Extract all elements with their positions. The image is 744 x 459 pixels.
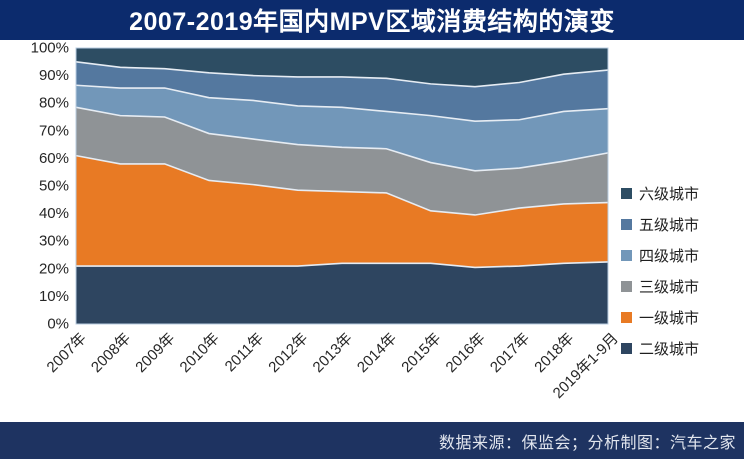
legend-swatch-tier-2 <box>621 343 632 354</box>
band-boundary-tier-3 <box>75 106 609 172</box>
y-tick-label: 30% <box>39 233 69 250</box>
source-text: 数据来源：保监会；分析制图：汽车之家 <box>438 434 736 452</box>
x-tick-label: 2011年 <box>222 330 267 375</box>
x-tick-label: 2013年 <box>310 330 356 376</box>
x-tick-label: 2012年 <box>265 330 311 376</box>
area-tier-6 <box>76 48 608 87</box>
y-tick-label: 20% <box>39 260 69 277</box>
band-boundary-tier-2 <box>76 261 609 269</box>
area-tier-4 <box>76 85 608 171</box>
legend-label: 六级城市 <box>639 186 700 203</box>
x-tick-label: 2010年 <box>177 330 223 376</box>
legend-item-tier-2: 二级城市 <box>621 336 741 361</box>
x-tick-label: 2015年 <box>398 330 444 376</box>
plot-border <box>75 47 609 325</box>
legend-label: 二级城市 <box>639 341 700 358</box>
area-tier-5 <box>76 61 608 122</box>
legend-item-tier-3: 三级城市 <box>621 274 741 299</box>
legend-swatch-tier-3 <box>621 281 632 292</box>
legend-item-tier-1: 一级城市 <box>621 305 741 330</box>
y-tick-label: 0% <box>47 316 69 333</box>
legend-swatch-tier-4 <box>621 250 632 261</box>
x-tick-label: 2007年 <box>44 330 90 376</box>
x-tick-label: 2008年 <box>88 330 134 376</box>
x-tick-label: 2017年 <box>487 330 533 376</box>
legend-swatch-tier-6 <box>621 188 632 199</box>
title-bar: 2007-2019年国内MPV区域消费结构的演变 <box>0 0 744 40</box>
y-tick-label: 70% <box>39 122 69 139</box>
y-tick-label: 90% <box>39 67 69 84</box>
legend-item-tier-4: 四级城市 <box>621 243 741 268</box>
y-tick-label: 80% <box>39 95 69 112</box>
x-tick-label: 2016年 <box>443 330 489 376</box>
chart-legend: 六级城市五级城市四级城市三级城市一级城市二级城市 <box>621 181 741 367</box>
legend-swatch-tier-5 <box>621 219 632 230</box>
legend-label: 一级城市 <box>639 310 700 327</box>
chart-title: 2007-2019年国内MPV区域消费结构的演变 <box>129 8 615 36</box>
legend-item-tier-5: 五级城市 <box>621 212 741 237</box>
area-tier-1 <box>76 155 608 268</box>
x-tick-label: 2014年 <box>354 330 400 376</box>
y-tick-label: 100% <box>31 40 69 57</box>
chart-region: 0% 10% 20% 30% 40% 50% 60% 70% 80% 90% 100% 2007年 20… <box>0 40 744 422</box>
y-tick-label: 60% <box>39 150 69 167</box>
legend-label: 五级城市 <box>639 217 700 234</box>
y-tick-label: 10% <box>39 288 69 305</box>
y-tick-label: 40% <box>39 205 69 222</box>
legend-label: 四级城市 <box>639 248 700 265</box>
area-tier-2 <box>76 261 608 324</box>
x-tick-label: 2009年 <box>132 330 178 376</box>
legend-item-tier-6: 六级城市 <box>621 181 741 206</box>
legend-swatch-tier-1 <box>621 312 632 323</box>
legend-label: 三级城市 <box>639 279 700 296</box>
stacked-area-chart: 0%10%20%30%40%50%60%70%80%90%100%2007年20… <box>31 40 622 402</box>
band-boundary-tier-4 <box>75 84 609 122</box>
band-boundary-tier-5 <box>75 61 609 88</box>
band-boundary-tier-1 <box>75 154 609 216</box>
source-bar: 数据来源：保监会；分析制图：汽车之家 <box>0 422 744 459</box>
y-tick-label: 50% <box>39 178 69 195</box>
